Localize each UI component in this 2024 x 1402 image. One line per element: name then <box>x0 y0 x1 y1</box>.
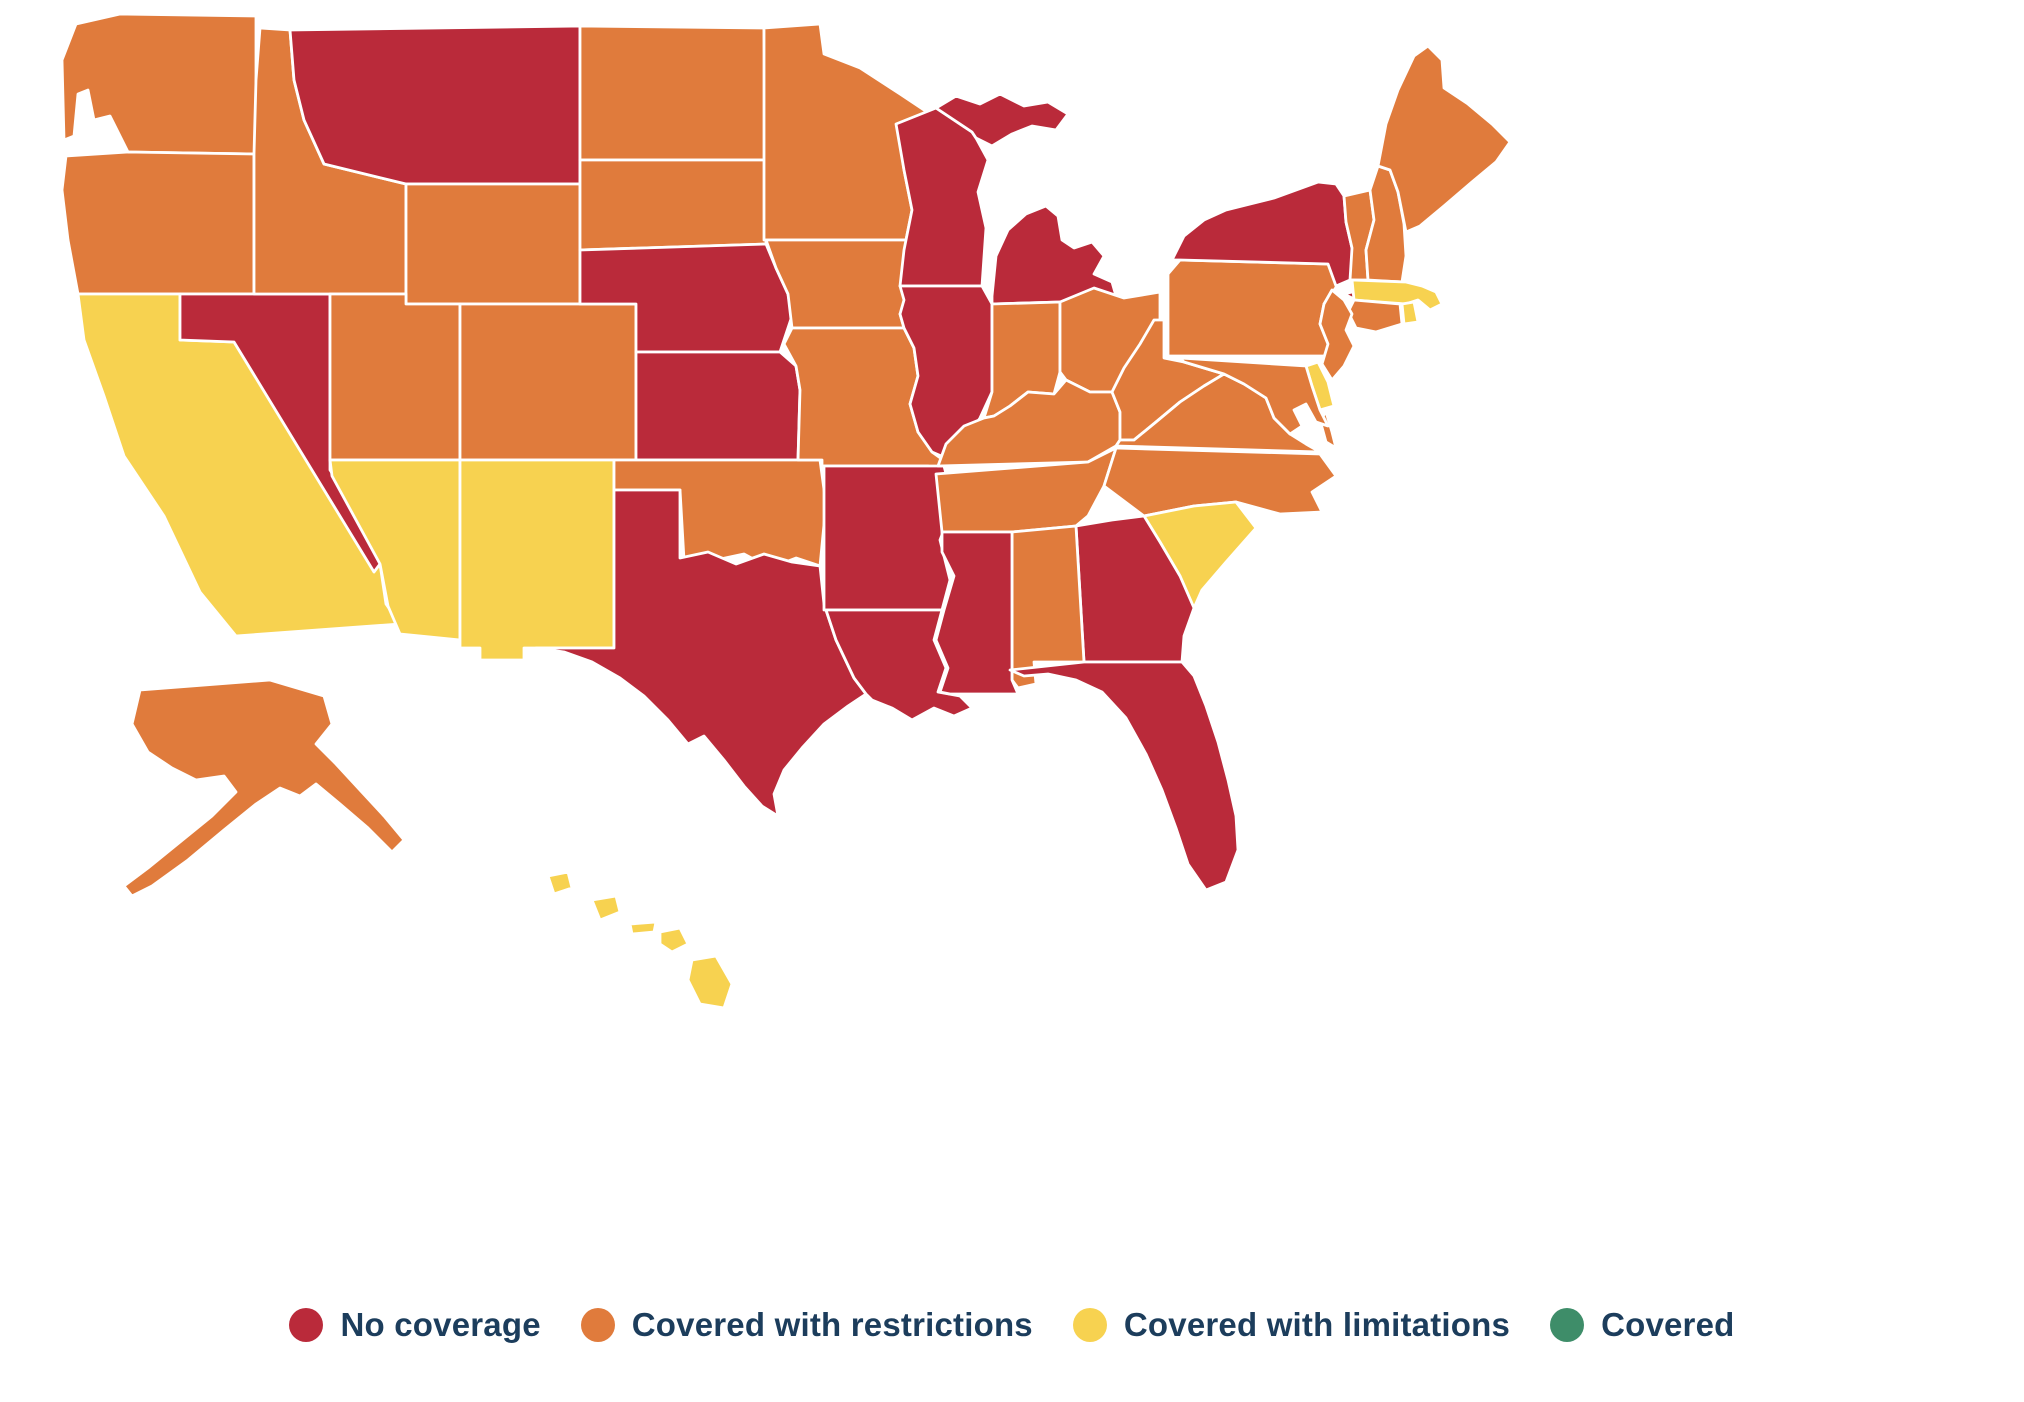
state-iowa[interactable]: Iowa <box>764 238 922 330</box>
state-utah[interactable]: Utah <box>328 292 462 462</box>
state-rhode-island[interactable]: Rhode Island <box>1400 300 1420 326</box>
state-texas[interactable]: Texas <box>534 488 868 818</box>
state-new-mexico[interactable]: New Mexico <box>458 458 616 662</box>
us-map-svg: Washington Oregon California Nevada Idah… <box>60 12 1512 1010</box>
state-north-dakota[interactable]: North Dakota <box>578 24 768 162</box>
state-alaska[interactable]: Alaska <box>122 678 406 898</box>
legend-item: Covered with limitations <box>1072 1306 1511 1344</box>
state-hawaii[interactable]: Hawaii <box>546 870 734 1010</box>
legend-item: No coverage <box>289 1306 541 1344</box>
state-kansas[interactable]: Kansas <box>634 350 802 462</box>
state-colorado[interactable]: Colorado <box>458 302 638 462</box>
state-maine[interactable]: Maine <box>1376 44 1512 234</box>
state-pennsylvania[interactable]: Pennsylvania <box>1166 258 1342 358</box>
legend-label: Covered <box>1601 1306 1735 1343</box>
state-arkansas[interactable]: Arkansas <box>822 464 956 612</box>
legend-dot-icon <box>289 1308 324 1342</box>
legend-dot-icon <box>1072 1308 1107 1342</box>
state-wyoming[interactable]: Wyoming <box>404 182 582 306</box>
legend-dot-icon <box>580 1308 615 1342</box>
state-mississippi[interactable]: Mississippi <box>934 530 1020 696</box>
state-florida[interactable]: Florida <box>1008 660 1240 892</box>
us-choropleth-map: Washington Oregon California Nevada Idah… <box>60 12 1512 1010</box>
legend: No coverage Covered with restrictions Co… <box>0 1290 2024 1360</box>
state-maryland[interactable]: Maryland <box>1178 356 1330 436</box>
state-north-carolina[interactable]: North Carolina <box>1102 446 1338 518</box>
legend-label: No coverage <box>340 1306 541 1343</box>
legend-label: Covered with restrictions <box>631 1306 1033 1343</box>
legend-item: Covered with restrictions <box>580 1306 1033 1344</box>
state-new-jersey[interactable]: New Jersey <box>1318 288 1356 382</box>
legend-dot-icon <box>1550 1308 1585 1342</box>
legend-item: Covered <box>1550 1306 1734 1344</box>
state-louisiana[interactable]: Louisiana <box>824 608 974 722</box>
state-oregon[interactable]: Oregon <box>60 150 256 296</box>
state-south-dakota[interactable]: South Dakota <box>578 158 768 252</box>
state-washington[interactable]: Washington <box>60 12 258 156</box>
state-montana[interactable]: Montana <box>288 24 582 186</box>
state-connecticut[interactable]: Connecticut <box>1346 298 1404 334</box>
legend-label: Covered with limitations <box>1123 1306 1511 1343</box>
